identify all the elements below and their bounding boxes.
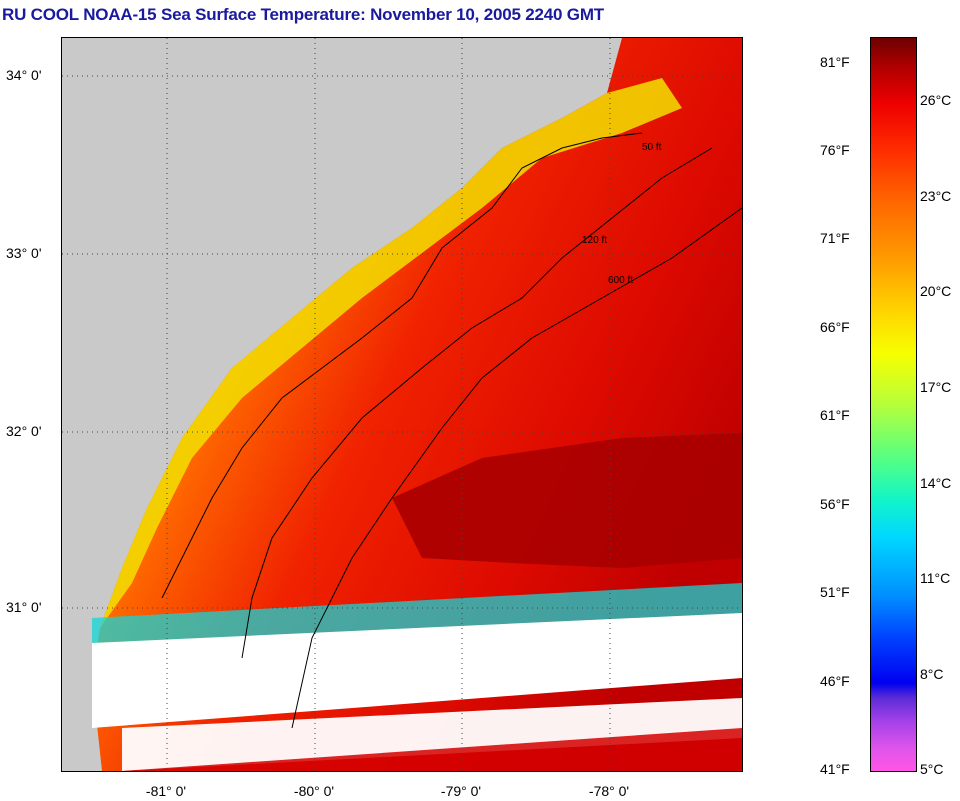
lat-label-34: 34° 0' [6, 67, 42, 83]
scale-f-76: 76°F [820, 142, 850, 158]
southern-warm-water [122, 728, 742, 771]
sst-map-canvas: 50 ft 120 ft 600 ft [62, 38, 742, 771]
scale-f-51: 51°F [820, 584, 850, 600]
lat-label-32: 32° 0' [6, 423, 42, 439]
scale-c-20: 20°C [920, 283, 952, 299]
sst-map: 50 ft 120 ft 600 ft [61, 37, 743, 772]
lon-label-79: -79° 0' [440, 783, 482, 799]
scale-f-56: 56°F [820, 496, 850, 512]
lat-label-33: 33° 0' [6, 245, 42, 261]
map-title: RU COOL NOAA-15 Sea Surface Temperature:… [2, 5, 604, 24]
contour-label-600ft: 600 ft [608, 275, 633, 286]
cloud-gap-2 [122, 698, 742, 771]
scale-c-14: 14°C [920, 475, 952, 491]
contour-label-50ft: 50 ft [642, 142, 662, 153]
cloud-gap-1 [92, 613, 742, 728]
contour-label-120ft: 120 ft [582, 235, 607, 246]
scale-c-5: 5°C [920, 761, 944, 777]
lon-label-80: -80° 0' [293, 783, 335, 799]
lon-label-78: -78° 0' [588, 783, 630, 799]
ocean [92, 38, 742, 771]
lat-label-31: 31° 0' [6, 599, 42, 615]
scale-f-66: 66°F [820, 319, 850, 335]
depth-contours [161, 132, 742, 729]
scale-c-26: 26°C [920, 92, 952, 108]
scale-f-71: 71°F [820, 230, 850, 246]
lon-label-81: -81° 0' [145, 783, 187, 799]
scale-f-81: 81°F [820, 54, 850, 70]
graticule [62, 38, 742, 771]
scale-c-23: 23°C [920, 188, 952, 204]
scale-f-46: 46°F [820, 673, 850, 689]
scale-c-11: 11°C [920, 570, 951, 586]
scale-f-61: 61°F [820, 407, 850, 423]
gulf-stream-core [392, 433, 742, 568]
temperature-colorbar [870, 37, 917, 772]
scale-f-41: 41°F [820, 761, 850, 777]
scale-c-8: 8°C [920, 666, 944, 682]
scale-c-17: 17°C [920, 379, 952, 395]
